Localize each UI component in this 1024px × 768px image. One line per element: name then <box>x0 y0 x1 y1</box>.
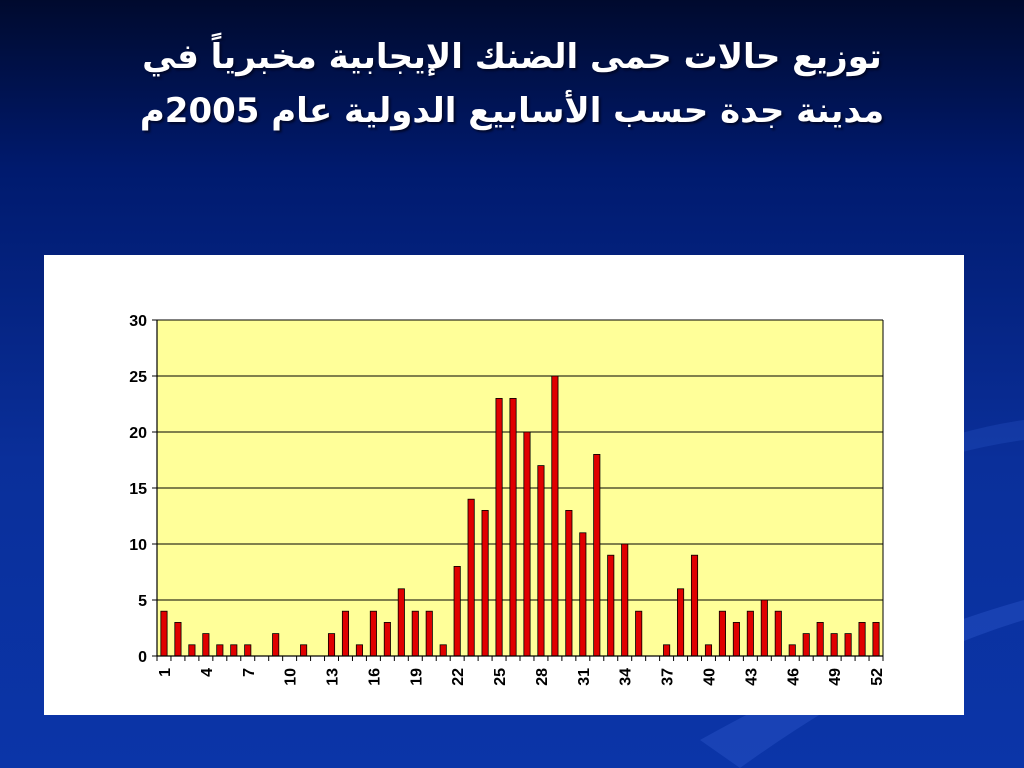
bar-week-46 <box>788 644 796 657</box>
bar-week-40 <box>704 644 713 657</box>
bar-week-21 <box>439 644 447 657</box>
x-tick-label: 13 <box>325 668 342 686</box>
bar-week-37 <box>663 644 671 657</box>
x-tick-label: 16 <box>366 668 383 686</box>
bar-week-51 <box>858 621 866 657</box>
y-tick-label: 10 <box>129 537 147 554</box>
bar-week-50 <box>844 633 852 657</box>
bar-week-26 <box>509 397 517 657</box>
bar-week-41 <box>718 610 726 657</box>
x-tick-label: 10 <box>283 668 300 686</box>
x-tick-label: 25 <box>492 668 509 686</box>
bar-week-9 <box>272 633 280 657</box>
bar-week-23 <box>467 498 475 657</box>
bar-week-47 <box>802 633 810 657</box>
bar-week-38 <box>677 588 685 657</box>
bar-week-19 <box>411 610 419 657</box>
bar-week-4 <box>202 633 210 657</box>
bar-week-5 <box>216 644 224 657</box>
bar-week-39 <box>690 554 699 657</box>
x-tick-label: 43 <box>743 668 760 686</box>
bar-week-25 <box>495 397 503 657</box>
bar-week-34 <box>621 543 629 657</box>
y-tick-label: 0 <box>138 649 147 666</box>
y-tick-label: 25 <box>129 369 147 386</box>
y-tick-label: 5 <box>138 593 147 610</box>
bar-week-42 <box>732 621 740 657</box>
chart-panel: 0 5 10 15 20 25 30 1 4 7 10 13 16 19 22 25 28 31 34 37 40 43 4… <box>44 255 964 715</box>
bar-week-35 <box>635 610 643 657</box>
x-tick-label: 7 <box>241 668 258 677</box>
bar-week-17 <box>383 621 391 657</box>
bar-week-45 <box>774 610 782 657</box>
x-tick-label: 28 <box>534 668 551 686</box>
bar-week-43 <box>746 610 754 657</box>
title-line-2: مدينة جدة حسب الأسابيع الدولية عام 2005م <box>139 91 885 131</box>
y-tick-label: 20 <box>129 425 147 442</box>
bar-week-11 <box>300 644 308 657</box>
x-tick-label: 52 <box>869 668 886 686</box>
bar-week-44 <box>760 599 768 657</box>
bar-week-52 <box>872 621 880 657</box>
bar-week-6 <box>230 644 238 657</box>
bar-week-13 <box>327 633 336 657</box>
x-tick-label: 37 <box>660 668 677 686</box>
x-tick-label: 40 <box>701 668 718 686</box>
bar-week-14 <box>341 610 350 657</box>
x-tick-label: 22 <box>450 668 467 686</box>
bar-week-48 <box>816 621 824 657</box>
bar-week-27 <box>523 431 531 657</box>
bar-week-18 <box>397 588 405 657</box>
x-tick-label: 46 <box>785 668 802 686</box>
bar-week-16 <box>369 610 377 657</box>
bar-week-32 <box>593 453 601 657</box>
bar-week-31 <box>579 532 587 657</box>
y-tick-label: 30 <box>129 313 147 330</box>
bar-week-2 <box>174 621 182 657</box>
bar-chart: 0 5 10 15 20 25 30 1 4 7 10 13 16 19 22 25 28 31 34 37 40 43 4… <box>129 313 886 686</box>
bar-week-15 <box>355 644 363 657</box>
bar-week-1 <box>160 610 168 657</box>
bar-week-7 <box>244 644 252 657</box>
bar-week-22 <box>453 565 461 657</box>
title-line-1: توزيع حالات حمى الضنك الإيجابية مخبرياً … <box>142 37 882 77</box>
bar-week-20 <box>425 610 433 657</box>
x-tick-label: 34 <box>618 668 635 686</box>
bar-week-49 <box>830 633 838 657</box>
bar-week-24 <box>481 509 489 657</box>
bar-week-29 <box>551 375 559 657</box>
bar-week-28 <box>537 465 545 657</box>
x-tick-label: 49 <box>827 668 844 686</box>
x-tick-label: 1 <box>157 668 174 677</box>
x-tick-label: 31 <box>576 668 593 686</box>
bar-week-33 <box>607 554 615 657</box>
x-tick-label: 19 <box>408 668 425 686</box>
bar-week-3 <box>188 644 196 657</box>
bar-week-30 <box>565 509 573 657</box>
y-tick-label: 15 <box>129 481 147 498</box>
slide-title: توزيع حالات حمى الضنك الإيجابية مخبرياً … <box>40 30 984 138</box>
x-tick-label: 4 <box>199 668 216 677</box>
